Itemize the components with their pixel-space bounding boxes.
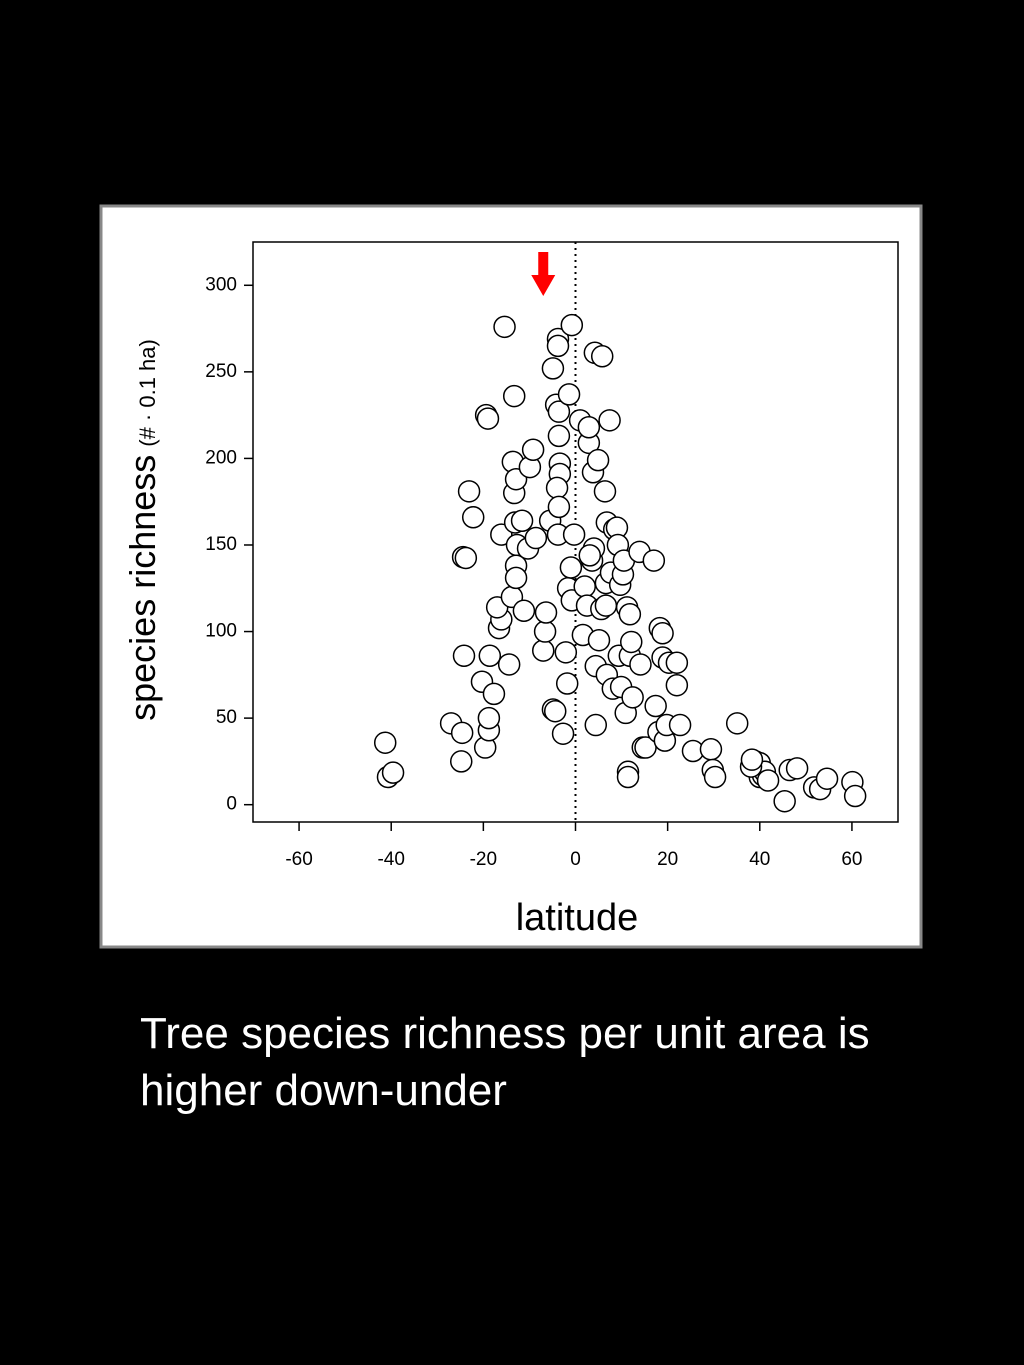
x-axis-label: latitude (516, 897, 639, 939)
y-axis-label-unit: (# · 0.1 ha) (135, 339, 160, 447)
data-point (524, 526, 548, 550)
data-point (457, 480, 481, 503)
data-point (554, 641, 578, 664)
data-point (546, 334, 570, 358)
data-point (587, 628, 611, 652)
data-point (586, 448, 610, 472)
data-point (510, 509, 534, 532)
data-point (476, 407, 500, 430)
y-axis-label: species richness (# · 0.1 ha) (122, 339, 163, 721)
y-tick-label: 0 (226, 794, 237, 815)
data-point (665, 651, 689, 674)
x-tick-label: -60 (285, 849, 312, 870)
data-point (543, 699, 567, 723)
data-point (512, 599, 536, 623)
data-point (703, 765, 727, 789)
data-point (598, 409, 621, 432)
data-point (593, 480, 617, 503)
data-point (665, 673, 689, 697)
data-point (381, 761, 405, 784)
data-point (547, 400, 571, 423)
data-point (541, 357, 565, 380)
x-tick-label: 20 (657, 849, 678, 870)
data-point (497, 653, 521, 676)
data-point (493, 315, 516, 339)
data-point (521, 438, 545, 462)
y-tick-label: 150 (205, 534, 237, 555)
caption: Tree species richness per unit area is h… (140, 1009, 870, 1116)
x-tick-label: -40 (377, 849, 404, 870)
data-point (773, 789, 796, 813)
data-point (557, 383, 581, 406)
y-axis-label-main: species richness (122, 455, 163, 721)
y-tick-label: 50 (216, 707, 237, 728)
data-point (532, 639, 555, 662)
data-point (547, 424, 571, 448)
data-point (699, 738, 723, 761)
data-point (843, 784, 867, 808)
x-tick-label: 40 (749, 849, 770, 870)
data-point (578, 544, 602, 567)
data-point (559, 556, 583, 579)
data-point (785, 757, 809, 780)
data-point (594, 594, 618, 617)
data-point (450, 721, 474, 745)
data-point (454, 546, 478, 570)
data-point (560, 313, 584, 337)
data-point (478, 644, 502, 668)
data-point (618, 602, 642, 626)
data-point (621, 686, 644, 709)
data-point (590, 345, 614, 368)
data-point (482, 682, 506, 706)
data-point (555, 672, 579, 695)
data-point (551, 722, 575, 745)
data-point (534, 601, 558, 624)
x-tick-label: 0 (570, 849, 581, 870)
data-point (504, 566, 528, 590)
data-point (616, 765, 640, 789)
data-point (651, 622, 674, 645)
x-tick-label: -20 (470, 849, 497, 870)
data-point (815, 767, 839, 790)
data-point (562, 523, 586, 546)
y-tick-label: 100 (205, 621, 237, 642)
data-point (373, 731, 397, 754)
data-point (577, 416, 601, 439)
data-point (573, 575, 596, 598)
data-point (533, 620, 557, 643)
data-point (756, 769, 780, 792)
data-point (461, 506, 485, 529)
data-point (452, 644, 476, 668)
data-point (477, 706, 501, 730)
data-point (545, 476, 569, 500)
data-point (547, 495, 571, 519)
y-tick-label: 250 (205, 361, 237, 382)
data-point (644, 694, 667, 718)
data-point (449, 750, 473, 773)
data-point (584, 713, 608, 737)
data-point (619, 630, 643, 654)
x-tick-label: 60 (841, 849, 862, 870)
arrow-annotation (531, 252, 556, 296)
y-tick-label: 200 (205, 447, 237, 468)
data-point (629, 653, 652, 676)
data-point (502, 384, 526, 408)
y-tick-label: 300 (205, 274, 237, 295)
data-point (668, 713, 692, 737)
data-point (725, 712, 749, 735)
data-point (642, 549, 666, 572)
data-point (740, 748, 764, 771)
